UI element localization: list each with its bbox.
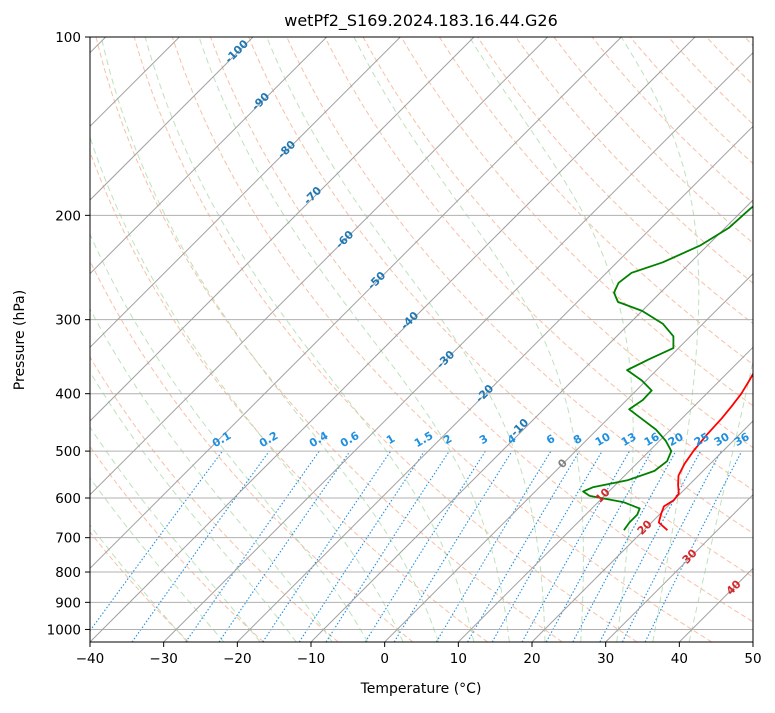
y-tick-label: 600 [55,491,81,507]
y-tick-label: 400 [55,387,81,403]
dry-adiabat [58,37,488,642]
x-tick-label: 30 [597,651,614,667]
isotherm-label: -80 [275,138,298,161]
x-tick-label: −30 [149,651,178,667]
mixing-ratio-line [546,451,651,642]
isotherm-label: -50 [365,269,388,292]
isotherm [0,37,327,642]
dry-adiabat [134,37,637,642]
y-tick-label: 700 [55,531,81,547]
dry-adiabat-label: 10 [593,485,613,505]
x-tick-label: −10 [297,651,326,667]
mixing-ratio-line [326,451,449,642]
mixing-ratio-line [600,451,701,642]
mixing-ratio-line [219,451,350,642]
isotherm [16,37,621,642]
mixing-ratio-line [622,451,721,642]
isotherm [90,37,695,642]
mixing-ratio-label: 3 [477,432,490,447]
mixing-ratio-label: 10 [593,430,613,449]
y-tick-label: 300 [55,313,81,329]
x-tick-label: 50 [744,651,761,667]
isotherm [164,37,769,642]
isotherm [385,37,775,642]
isotherm [311,37,775,642]
dry-adiabat [20,37,413,642]
x-tick-label: −40 [76,651,105,667]
y-axis-label: Pressure (hPa) [12,290,28,390]
dry-adiabat [0,37,264,642]
mixing-ratio-label: 13 [619,430,639,449]
mixing-ratio-line [299,451,424,642]
mixing-ratio-label: 0.1 [210,429,233,450]
isotherm-label: -40 [398,309,421,332]
isotherm [0,37,253,642]
isotherm-label: -100 [222,37,251,66]
x-tick-label: −20 [223,651,252,667]
dry-adiabat-label: 30 [680,546,700,566]
dry-adiabat [363,37,775,642]
background-lines [0,37,775,642]
mixing-ratio-line [263,451,391,642]
mixing-ratio-label: 36 [732,430,752,449]
mixing-ratio-line [132,451,269,642]
y-tick-label: 100 [55,30,81,46]
isotherm-label: -20 [473,382,496,405]
y-axis: 100 200 300 400 500 600 700 800 900 1000 [47,30,90,638]
moist-adiabat [33,37,368,642]
dry-adiabat [0,37,189,642]
dry-adiabat [745,37,775,642]
moist-adiabat [0,37,187,642]
moist-adiabat [5,37,332,642]
dry-adiabat [592,37,775,642]
dry-adiabat [707,37,775,642]
isotherm [0,37,474,642]
y-tick-label: 900 [55,595,81,611]
mixing-ratio-label: 0.2 [257,429,280,450]
dry-adiabat [0,37,338,642]
dry-adiabat [172,37,711,642]
isotherm-label: -70 [301,184,324,207]
profile-lines [583,37,775,530]
moist-adiabat [101,37,438,642]
dewpoint-profile [583,37,775,530]
x-tick-label: 40 [671,651,688,667]
isotherm [0,37,400,642]
x-tick-label: 20 [523,651,540,667]
mixing-ratio-label: 30 [712,430,732,449]
y-tick-label: 500 [55,444,81,460]
mixing-ratio-line [573,451,676,642]
dry-adiabat [668,37,775,642]
isotherm [753,37,775,642]
y-tick-label: 800 [55,565,81,581]
chart-title: wetPf2_S169.2024.183.16.44.G26 [284,11,558,31]
moist-adiabat [689,37,775,642]
x-axis-label: Temperature (°C) [360,681,482,697]
moist-adiabat [470,37,634,642]
isotherm-label: -90 [249,90,272,113]
x-axis: −40 −30 −20 −10 0 10 20 30 40 50 [76,642,762,667]
y-tick-label: 1000 [47,622,81,638]
moist-adiabat [64,37,403,642]
dry-adiabat [554,37,775,642]
isotherm [458,37,775,642]
isotherm [532,37,775,642]
mixing-ratio-line [394,451,512,642]
mixing-ratio-label: 2 [441,432,454,447]
mixing-ratio-label: 1 [384,432,397,447]
x-tick-label: 10 [450,651,467,667]
dry-adiabat [516,37,775,642]
moist-adiabat [0,37,260,642]
temperature-profile [659,37,775,530]
y-tick-label: 200 [55,208,81,224]
x-tick-label: 0 [380,651,389,667]
mixing-ratio-line [645,451,742,642]
mixing-ratio-label: 0.4 [307,429,331,450]
